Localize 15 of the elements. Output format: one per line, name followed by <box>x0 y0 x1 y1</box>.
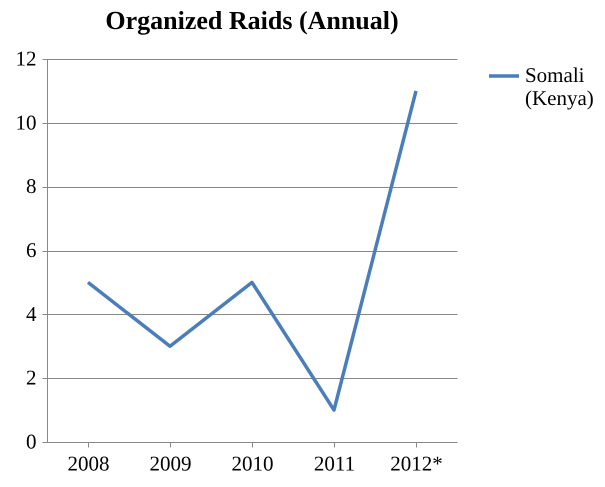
line-series <box>86 89 418 412</box>
x-tick-label: 2008 <box>68 452 110 476</box>
y-tick-label: 0 <box>26 430 36 454</box>
y-tick-label: 12 <box>16 46 36 70</box>
y-tick-label: 4 <box>26 302 37 326</box>
x-tick-label: 2011 <box>314 452 356 476</box>
x-tick-label: 2009 <box>150 452 192 476</box>
x-tick-label: 2012* <box>390 452 443 476</box>
y-tick-label: 2 <box>26 366 36 390</box>
y-tick-label: 6 <box>26 238 36 262</box>
y-tick-label: 10 <box>16 110 36 134</box>
x-tick-label: 2010 <box>232 452 274 476</box>
chart-title: Organized Raids (Annual) <box>105 6 399 35</box>
legend-label: Somali (Kenya) <box>525 63 594 110</box>
y-tick-label: 8 <box>26 174 36 198</box>
